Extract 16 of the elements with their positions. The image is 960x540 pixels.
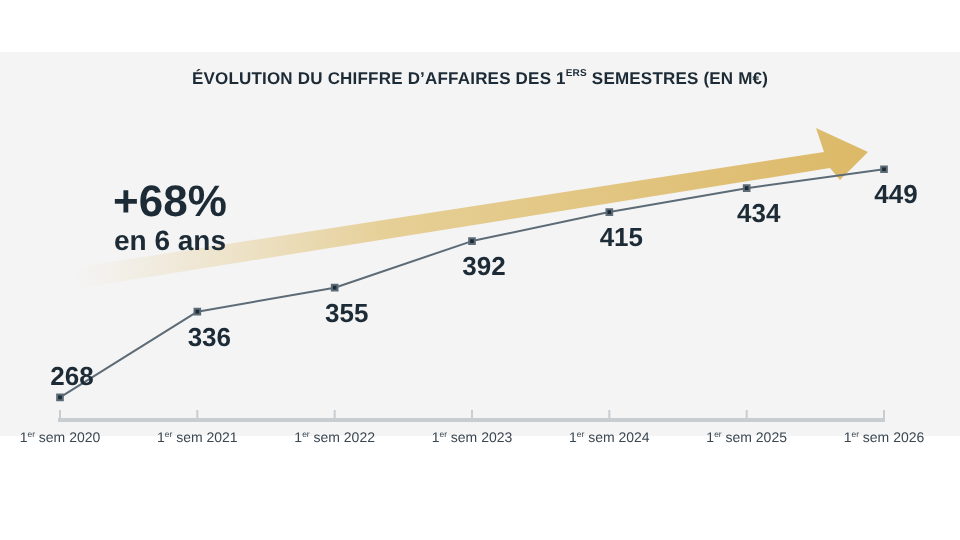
point [742,184,751,192]
point [330,283,339,292]
data-label: 392 [462,251,506,282]
data-label: 268 [50,361,94,392]
point [56,393,64,402]
annotation: en 6 ans [111,224,229,256]
data-label: 434 [736,198,782,229]
data-label: 415 [599,222,644,253]
point [880,165,888,174]
chart-title: ÉVOLUTION DU CHIFFRE D’AFFAIRES DES 1$^{ERS}$ SEMESTRES (EN M€) [189,68,771,88]
data-label: 449 [874,179,918,210]
point [605,208,614,216]
data-label: 355 [324,297,369,328]
point [468,237,476,245]
annotation: +68% [111,176,229,226]
data-label: 336 [187,321,232,352]
